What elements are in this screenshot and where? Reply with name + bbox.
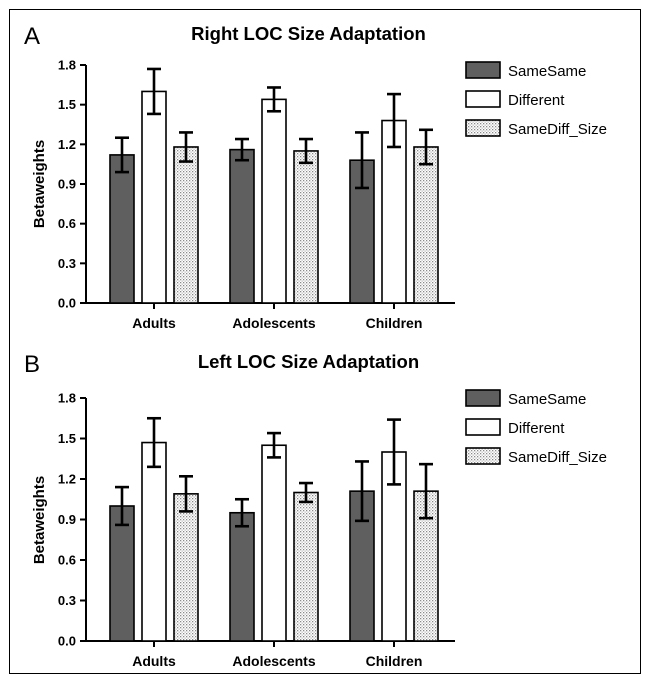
chart-panel-b: B Left LOC Size Adaptation Betaweights 0.0 0… [24, 351, 607, 669]
y-tick-label: 1.8 [58, 391, 76, 406]
legend-label: SameSame [508, 63, 586, 80]
legend-swatch [465, 61, 501, 79]
y-tick-label: 0.0 [58, 634, 76, 649]
y-tick-label: 1.2 [58, 137, 76, 152]
chart-title: Right LOC Size Adaptation [191, 23, 426, 44]
legend-label: SameSame [508, 391, 586, 408]
legend-swatch [465, 119, 501, 137]
bar-samesame [229, 148, 255, 304]
y-tick-label: 1.5 [58, 431, 76, 446]
bar-samesame [109, 154, 135, 304]
bar-different [141, 90, 167, 304]
legend-label: SameDiff_Size [508, 449, 607, 466]
y-tick-label: 0.3 [58, 593, 76, 608]
x-tick-label: Children [366, 653, 423, 669]
bar-samediff-size [293, 491, 319, 642]
bar-different [261, 98, 287, 304]
y-axis-label: Betaweights [31, 140, 48, 228]
bar-samediff-size [173, 146, 199, 304]
y-tick-label: 0.6 [58, 553, 76, 568]
y-tick-label: 0.0 [58, 296, 76, 311]
legend-label: Different [508, 420, 565, 437]
figure-frame [9, 9, 641, 674]
y-tick-label: 0.6 [58, 216, 76, 231]
x-tick-label: Adults [132, 653, 176, 669]
legend-swatch [465, 90, 501, 108]
y-tick-label: 1.2 [58, 472, 76, 487]
chart-panel-a: A Right LOC Size Adaptation Betaweights 0.0… [24, 23, 607, 331]
bar-different [141, 441, 167, 642]
bar-samediff-size [293, 150, 319, 304]
chart-title: Left LOC Size Adaptation [198, 351, 419, 372]
legend-swatch [465, 447, 501, 465]
y-tick-label: 1.8 [58, 58, 76, 73]
y-axis-label: Betaweights [31, 476, 48, 564]
x-tick-label: Children [366, 315, 423, 331]
x-tick-label: Adolescents [232, 653, 315, 669]
y-tick-label: 1.5 [58, 97, 76, 112]
legend-label: SameDiff_Size [508, 121, 607, 138]
y-tick-label: 0.9 [58, 512, 76, 527]
panel-letter: B [24, 351, 40, 378]
legend-label: Different [508, 92, 565, 109]
x-tick-label: Adults [132, 315, 176, 331]
bar-different [261, 444, 287, 642]
bar-samediff-size [413, 146, 439, 304]
y-tick-label: 0.9 [58, 177, 76, 192]
legend-swatch [465, 418, 501, 436]
bar-samesame [229, 511, 255, 642]
x-tick-label: Adolescents [232, 315, 315, 331]
bar-samediff-size [173, 493, 199, 642]
y-tick-label: 0.3 [58, 256, 76, 271]
bar-samesame [109, 505, 135, 642]
legend-swatch [465, 389, 501, 407]
panel-letter: A [24, 23, 40, 50]
